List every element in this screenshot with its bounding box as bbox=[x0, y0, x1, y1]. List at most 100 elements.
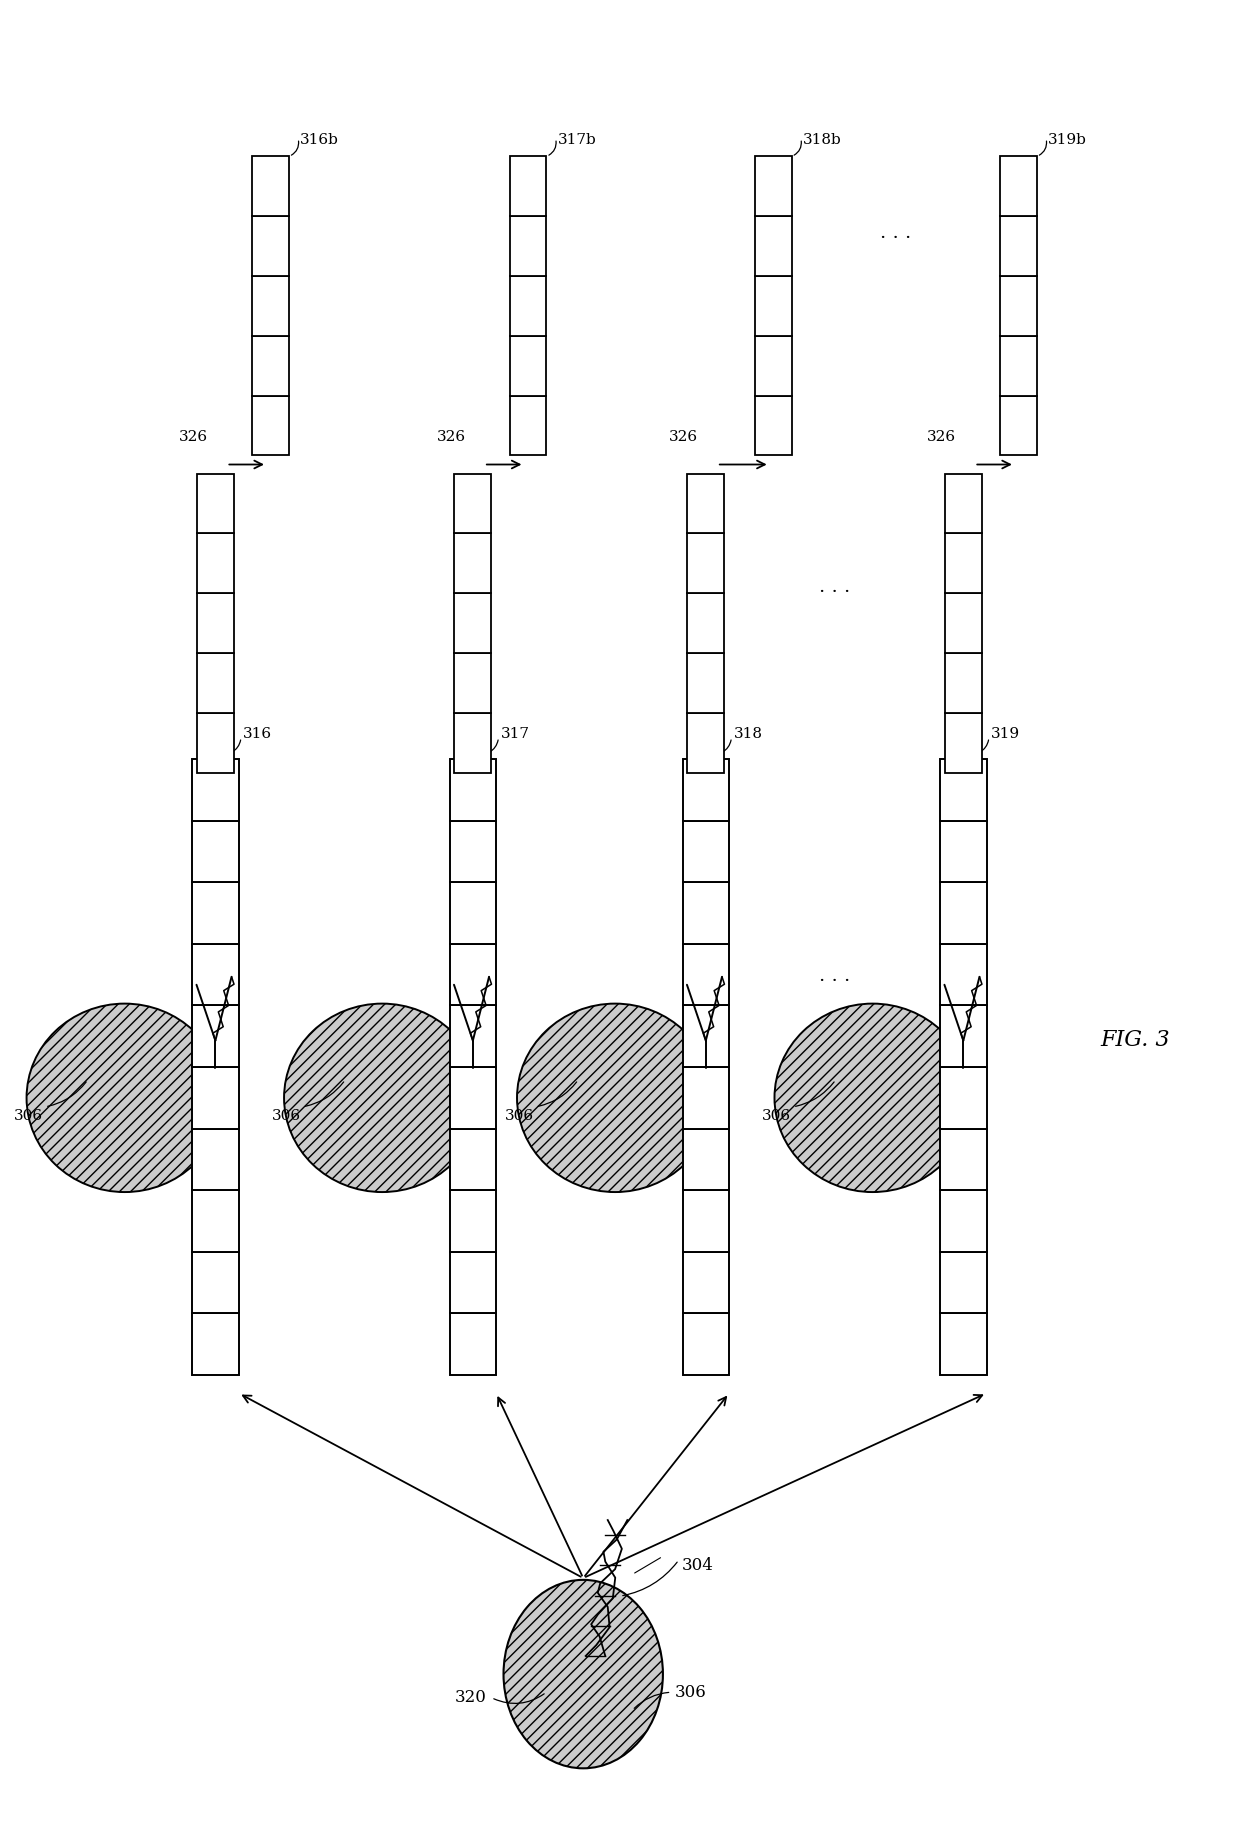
FancyBboxPatch shape bbox=[940, 1191, 987, 1253]
FancyBboxPatch shape bbox=[197, 473, 234, 533]
FancyBboxPatch shape bbox=[450, 760, 496, 820]
FancyBboxPatch shape bbox=[945, 533, 982, 593]
FancyBboxPatch shape bbox=[1001, 215, 1037, 276]
FancyBboxPatch shape bbox=[192, 760, 238, 820]
FancyBboxPatch shape bbox=[455, 593, 491, 654]
FancyBboxPatch shape bbox=[755, 336, 791, 396]
FancyBboxPatch shape bbox=[450, 1313, 496, 1375]
Text: 319a: 319a bbox=[944, 827, 982, 842]
FancyBboxPatch shape bbox=[945, 654, 982, 712]
Text: 326: 326 bbox=[436, 431, 465, 444]
FancyBboxPatch shape bbox=[450, 1066, 496, 1128]
FancyBboxPatch shape bbox=[510, 276, 547, 336]
FancyBboxPatch shape bbox=[682, 1128, 729, 1191]
Text: 319b: 319b bbox=[1048, 133, 1086, 148]
Text: 326: 326 bbox=[179, 431, 208, 444]
Text: 318a: 318a bbox=[687, 827, 725, 842]
FancyBboxPatch shape bbox=[1001, 336, 1037, 396]
FancyBboxPatch shape bbox=[252, 396, 289, 455]
FancyBboxPatch shape bbox=[192, 1313, 238, 1375]
FancyBboxPatch shape bbox=[687, 593, 724, 654]
Text: 326: 326 bbox=[670, 431, 698, 444]
FancyBboxPatch shape bbox=[940, 1253, 987, 1313]
FancyBboxPatch shape bbox=[455, 712, 491, 772]
FancyBboxPatch shape bbox=[940, 820, 987, 882]
FancyBboxPatch shape bbox=[1001, 396, 1037, 455]
Text: 317a: 317a bbox=[454, 827, 492, 842]
FancyBboxPatch shape bbox=[455, 533, 491, 593]
FancyBboxPatch shape bbox=[945, 712, 982, 772]
FancyBboxPatch shape bbox=[510, 336, 547, 396]
Ellipse shape bbox=[503, 1579, 663, 1768]
FancyBboxPatch shape bbox=[940, 882, 987, 944]
FancyBboxPatch shape bbox=[510, 396, 547, 455]
FancyBboxPatch shape bbox=[682, 882, 729, 944]
Text: 304: 304 bbox=[681, 1558, 713, 1574]
Text: 306: 306 bbox=[505, 1108, 534, 1123]
FancyBboxPatch shape bbox=[687, 712, 724, 772]
FancyBboxPatch shape bbox=[450, 944, 496, 1006]
FancyBboxPatch shape bbox=[940, 944, 987, 1006]
FancyBboxPatch shape bbox=[687, 533, 724, 593]
FancyBboxPatch shape bbox=[510, 157, 547, 215]
FancyBboxPatch shape bbox=[450, 1006, 496, 1066]
Text: 306: 306 bbox=[15, 1108, 43, 1123]
FancyBboxPatch shape bbox=[455, 654, 491, 712]
Ellipse shape bbox=[775, 1004, 971, 1192]
Text: . . .: . . . bbox=[818, 968, 851, 986]
FancyBboxPatch shape bbox=[197, 654, 234, 712]
FancyBboxPatch shape bbox=[940, 1006, 987, 1066]
FancyBboxPatch shape bbox=[252, 276, 289, 336]
FancyBboxPatch shape bbox=[682, 1191, 729, 1253]
FancyBboxPatch shape bbox=[940, 760, 987, 820]
Text: 317b: 317b bbox=[558, 133, 596, 148]
Ellipse shape bbox=[26, 1004, 223, 1192]
FancyBboxPatch shape bbox=[1001, 276, 1037, 336]
FancyBboxPatch shape bbox=[192, 1006, 238, 1066]
Text: 318b: 318b bbox=[802, 133, 842, 148]
FancyBboxPatch shape bbox=[1001, 157, 1037, 215]
FancyBboxPatch shape bbox=[940, 1128, 987, 1191]
FancyBboxPatch shape bbox=[682, 760, 729, 820]
Text: FIG. 3: FIG. 3 bbox=[1100, 1028, 1169, 1050]
Ellipse shape bbox=[517, 1004, 713, 1192]
FancyBboxPatch shape bbox=[450, 820, 496, 882]
FancyBboxPatch shape bbox=[252, 215, 289, 276]
Text: 320: 320 bbox=[455, 1689, 486, 1705]
FancyBboxPatch shape bbox=[682, 1006, 729, 1066]
Text: 306: 306 bbox=[763, 1108, 791, 1123]
Text: 319: 319 bbox=[991, 727, 1021, 741]
Text: 318: 318 bbox=[734, 727, 763, 741]
FancyBboxPatch shape bbox=[192, 820, 238, 882]
Ellipse shape bbox=[284, 1004, 480, 1192]
FancyBboxPatch shape bbox=[755, 157, 791, 215]
FancyBboxPatch shape bbox=[192, 944, 238, 1006]
Text: 316a: 316a bbox=[196, 827, 234, 842]
Text: 316b: 316b bbox=[300, 133, 339, 148]
FancyBboxPatch shape bbox=[755, 276, 791, 336]
FancyBboxPatch shape bbox=[682, 1066, 729, 1128]
FancyBboxPatch shape bbox=[197, 533, 234, 593]
FancyBboxPatch shape bbox=[687, 654, 724, 712]
FancyBboxPatch shape bbox=[940, 1313, 987, 1375]
FancyBboxPatch shape bbox=[192, 1066, 238, 1128]
FancyBboxPatch shape bbox=[755, 396, 791, 455]
FancyBboxPatch shape bbox=[197, 712, 234, 772]
Text: 317: 317 bbox=[501, 727, 529, 741]
FancyBboxPatch shape bbox=[510, 215, 547, 276]
FancyBboxPatch shape bbox=[450, 1128, 496, 1191]
FancyBboxPatch shape bbox=[252, 157, 289, 215]
Text: 326: 326 bbox=[926, 431, 956, 444]
FancyBboxPatch shape bbox=[192, 1191, 238, 1253]
FancyBboxPatch shape bbox=[455, 473, 491, 533]
Text: 306: 306 bbox=[272, 1108, 301, 1123]
FancyBboxPatch shape bbox=[192, 1253, 238, 1313]
FancyBboxPatch shape bbox=[945, 473, 982, 533]
FancyBboxPatch shape bbox=[682, 1253, 729, 1313]
Text: . . .: . . . bbox=[880, 225, 911, 243]
FancyBboxPatch shape bbox=[945, 593, 982, 654]
FancyBboxPatch shape bbox=[940, 1066, 987, 1128]
FancyBboxPatch shape bbox=[682, 820, 729, 882]
FancyBboxPatch shape bbox=[755, 215, 791, 276]
FancyBboxPatch shape bbox=[450, 1253, 496, 1313]
